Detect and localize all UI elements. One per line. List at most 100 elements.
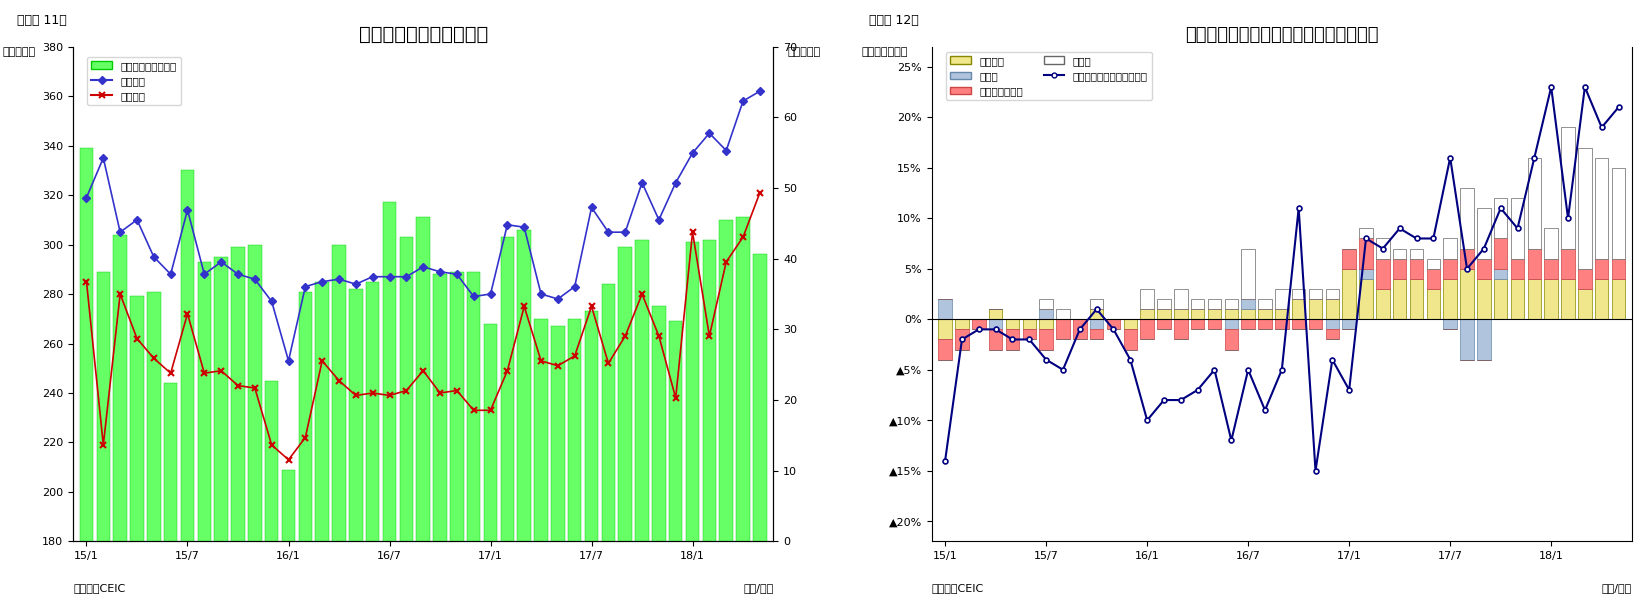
Bar bbox=[1258, 319, 1271, 329]
Bar bbox=[517, 230, 530, 605]
Bar bbox=[1426, 259, 1439, 269]
Bar bbox=[249, 244, 262, 605]
Legend: 貿易収支（右目盛）, 総輸出額, 総輸入額: 貿易収支（右目盛）, 総輸出額, 総輸入額 bbox=[87, 56, 181, 105]
Bar bbox=[1393, 249, 1407, 259]
Bar bbox=[114, 235, 127, 605]
Bar bbox=[1191, 309, 1204, 319]
Title: シンガポール　輸出の伸び率（品目別）: シンガポール 輸出の伸び率（品目別） bbox=[1186, 25, 1379, 44]
Bar bbox=[298, 292, 311, 605]
Bar bbox=[1342, 269, 1355, 319]
Bar bbox=[1612, 279, 1626, 319]
Bar bbox=[417, 217, 430, 605]
Bar bbox=[1477, 279, 1491, 319]
Bar bbox=[1242, 249, 1255, 299]
Bar bbox=[988, 319, 1003, 329]
Bar bbox=[1275, 309, 1288, 319]
Bar bbox=[1090, 309, 1103, 319]
Bar bbox=[568, 319, 581, 605]
Bar bbox=[1039, 299, 1052, 309]
Bar bbox=[1309, 299, 1323, 319]
Bar bbox=[1225, 299, 1239, 309]
Bar bbox=[685, 242, 700, 605]
Bar bbox=[1426, 269, 1439, 289]
Bar bbox=[1528, 249, 1542, 279]
Text: （資料）CEIC: （資料）CEIC bbox=[72, 583, 125, 593]
Bar bbox=[1342, 249, 1355, 269]
Bar bbox=[316, 282, 329, 605]
Bar bbox=[1578, 269, 1591, 289]
Bar bbox=[1594, 158, 1609, 259]
Text: （年/月）: （年/月） bbox=[1603, 583, 1632, 593]
Bar bbox=[1291, 289, 1306, 299]
Bar bbox=[1275, 289, 1288, 309]
Title: シンガポール　貿易収支: シンガポール 貿易収支 bbox=[359, 25, 488, 44]
Bar bbox=[1461, 188, 1474, 249]
Bar bbox=[165, 383, 178, 605]
Bar bbox=[972, 319, 985, 329]
Bar bbox=[1140, 309, 1155, 319]
Bar bbox=[1191, 299, 1204, 309]
Bar bbox=[1477, 259, 1491, 279]
Bar bbox=[1477, 319, 1491, 359]
Bar bbox=[1578, 148, 1591, 269]
Bar bbox=[1326, 319, 1339, 329]
Bar bbox=[366, 282, 379, 605]
Bar bbox=[1612, 259, 1626, 279]
Bar bbox=[619, 247, 632, 605]
Bar bbox=[1207, 319, 1220, 329]
Bar bbox=[1377, 259, 1390, 289]
Bar bbox=[703, 240, 716, 605]
Bar bbox=[534, 319, 548, 605]
Bar bbox=[1510, 259, 1523, 279]
Bar bbox=[1158, 299, 1171, 309]
Text: （図表 11）: （図表 11） bbox=[16, 14, 68, 27]
Bar bbox=[400, 237, 413, 605]
Text: （億ドル）: （億ドル） bbox=[3, 47, 36, 57]
Bar bbox=[1090, 319, 1103, 329]
Bar bbox=[231, 247, 245, 605]
Bar bbox=[1090, 329, 1103, 339]
Bar bbox=[1494, 198, 1507, 238]
Bar bbox=[1242, 299, 1255, 309]
Bar bbox=[79, 148, 94, 605]
Bar bbox=[1545, 279, 1558, 319]
Bar bbox=[1291, 319, 1306, 329]
Bar bbox=[1140, 319, 1155, 339]
Text: （資料）CEIC: （資料）CEIC bbox=[932, 583, 983, 593]
Bar bbox=[1528, 158, 1542, 249]
Bar bbox=[1561, 279, 1575, 319]
Bar bbox=[1510, 198, 1523, 259]
Bar bbox=[1494, 279, 1507, 319]
Bar bbox=[1393, 279, 1407, 319]
Bar bbox=[1612, 168, 1626, 259]
Bar bbox=[1291, 299, 1306, 319]
Bar bbox=[1494, 269, 1507, 279]
Bar bbox=[753, 255, 766, 605]
Bar bbox=[1023, 329, 1036, 339]
Bar bbox=[1377, 238, 1390, 259]
Bar bbox=[282, 469, 295, 605]
Bar bbox=[265, 381, 278, 605]
Bar bbox=[988, 329, 1003, 350]
Bar bbox=[1039, 309, 1052, 319]
Bar bbox=[1207, 299, 1220, 309]
Bar bbox=[1545, 229, 1558, 259]
Bar bbox=[585, 312, 598, 605]
Bar bbox=[1359, 229, 1372, 238]
Bar bbox=[955, 329, 968, 350]
Bar bbox=[97, 272, 110, 605]
Bar bbox=[1461, 319, 1474, 359]
Bar bbox=[1410, 259, 1423, 279]
Bar bbox=[1377, 289, 1390, 319]
Bar bbox=[1174, 309, 1187, 319]
Bar bbox=[1039, 329, 1052, 350]
Bar bbox=[1410, 249, 1423, 259]
Bar bbox=[484, 324, 497, 605]
Bar bbox=[1039, 319, 1052, 329]
Bar bbox=[1074, 319, 1087, 339]
Bar bbox=[1477, 208, 1491, 259]
Bar bbox=[1258, 309, 1271, 319]
Bar bbox=[1410, 279, 1423, 319]
Bar bbox=[1326, 299, 1339, 319]
Bar bbox=[1174, 289, 1187, 309]
